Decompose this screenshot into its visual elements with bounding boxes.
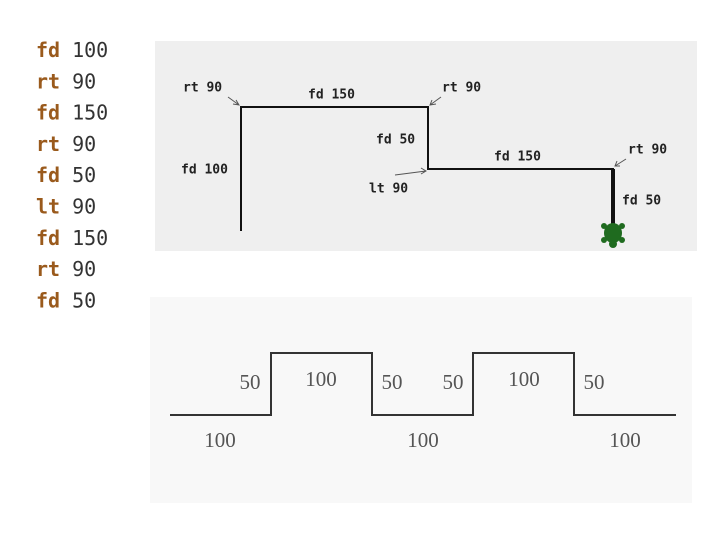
code-argument: 90 [72, 257, 96, 281]
code-argument: 150 [72, 225, 108, 249]
code-command: fd [36, 163, 60, 187]
code-line: rt 90 [36, 131, 96, 155]
wave-path [170, 352, 676, 416]
wave-label: 50 [443, 370, 464, 394]
turtle-label: rt 90 [442, 81, 481, 96]
wave-label: 50 [240, 370, 261, 394]
wave-label: 100 [204, 428, 236, 452]
wave-label: 50 [584, 370, 605, 394]
code-argument: 100 [72, 38, 108, 62]
turtle-label: fd 100 [181, 163, 228, 178]
code-argument: 150 [72, 100, 108, 124]
turtle-label: rt 90 [183, 81, 222, 96]
code-command: fd [36, 225, 60, 249]
wave-label: 100 [609, 428, 641, 452]
turtle-label: fd 150 [494, 150, 541, 165]
code-command: fd [36, 288, 60, 312]
code-argument: 90 [72, 131, 96, 155]
turtle-panel [155, 41, 697, 251]
code-argument: 90 [72, 69, 96, 93]
code-line: lt 90 [36, 194, 96, 218]
code-line: rt 90 [36, 257, 96, 281]
wave-label: 50 [382, 370, 403, 394]
code-argument: 50 [72, 163, 96, 187]
turtle-label: lt 90 [369, 182, 408, 197]
turtle-label: fd 150 [308, 88, 355, 103]
code-line: fd 50 [36, 288, 96, 312]
wave-panel [150, 297, 692, 503]
code-line: fd 150 [36, 100, 108, 124]
code-line: fd 150 [36, 225, 108, 249]
code-command: fd [36, 100, 60, 124]
code-command: rt [36, 257, 60, 281]
turtle-label: fd 50 [376, 133, 415, 148]
turtle [601, 223, 625, 248]
code-command: lt [36, 194, 60, 218]
turtle-label: fd 50 [622, 194, 661, 209]
code-line: fd 50 [36, 163, 96, 187]
pointer-arrows [227, 96, 627, 176]
wave-label: 100 [508, 367, 540, 391]
code-command: fd [36, 38, 60, 62]
code-line: rt 90 [36, 69, 96, 93]
code-command: rt [36, 69, 60, 93]
code-command: rt [36, 131, 60, 155]
wave-label: 100 [407, 428, 439, 452]
code-argument: 90 [72, 194, 96, 218]
code-line: fd 100 [36, 38, 108, 62]
code-argument: 50 [72, 288, 96, 312]
turtle-label: rt 90 [628, 143, 667, 158]
wave-label: 100 [305, 367, 337, 391]
